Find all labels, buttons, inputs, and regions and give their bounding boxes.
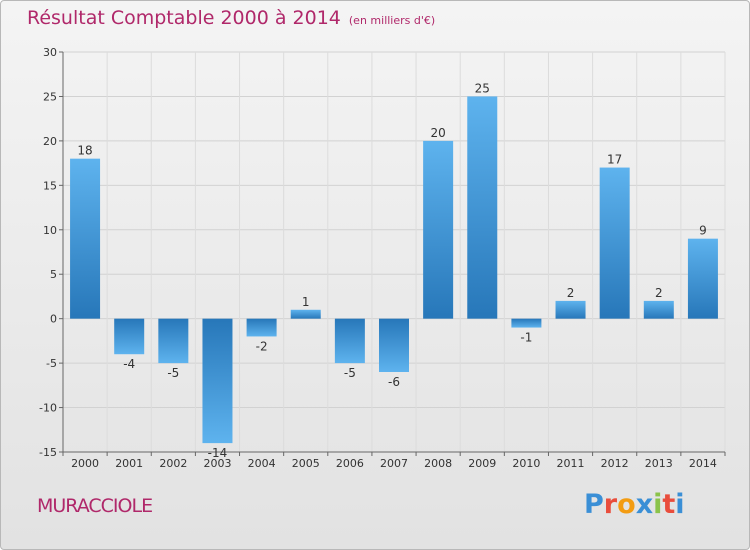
- x-tick-label: 2000: [71, 457, 99, 470]
- value-label-2000: 18: [77, 144, 92, 158]
- x-tick-label: 2009: [468, 457, 496, 470]
- logo-letter: i: [653, 489, 663, 520]
- bar-2000: [70, 158, 101, 319]
- value-label-2012: 17: [607, 153, 622, 167]
- proxiti-logo: Proxiti: [584, 489, 685, 520]
- y-tick-label: -10: [39, 402, 57, 415]
- bar-2003: [202, 318, 233, 444]
- value-label-2004: -2: [256, 339, 268, 353]
- bar-2010: [511, 318, 542, 328]
- x-tick-label: 2005: [292, 457, 320, 470]
- x-tick-label: 2010: [512, 457, 540, 470]
- value-label-2001: -4: [123, 357, 135, 371]
- value-label-2003: -14: [208, 446, 228, 460]
- chart-subtitle: (en milliers d'€): [348, 14, 436, 27]
- logo-letter: t: [662, 489, 676, 520]
- bar-2014: [687, 238, 718, 319]
- y-tick-label: 25: [43, 90, 57, 103]
- chart-title: Résultat Comptable 2000 à 2014 (en millie…: [27, 7, 435, 29]
- value-label-2009: 25: [475, 81, 490, 95]
- value-label-2013: 2: [655, 286, 663, 300]
- value-label-2007: -6: [388, 375, 400, 389]
- value-label-2014: 9: [699, 224, 707, 238]
- y-tick-label: -5: [46, 357, 57, 370]
- value-label-2010: -1: [520, 331, 532, 345]
- logo-letter: x: [635, 489, 654, 520]
- value-label-2008: 20: [430, 126, 445, 140]
- value-labels: 18 -4 -5 -14 -2 1 -5 -6 20 25 -1 2 17 2 9: [77, 81, 706, 460]
- y-tick-label: 5: [50, 268, 57, 281]
- logo-letter: i: [675, 489, 685, 520]
- x-tick-label: 2006: [336, 457, 364, 470]
- y-tick-label: -15: [39, 446, 57, 459]
- logo-letter: r: [603, 489, 618, 520]
- chart-title-text: Résultat Comptable 2000 à 2014: [27, 7, 341, 29]
- x-tick-label: 2013: [645, 457, 673, 470]
- value-label-2005: 1: [302, 295, 310, 309]
- bar-2002: [158, 318, 189, 364]
- bar-2009: [467, 96, 498, 319]
- y-tick-label: 0: [50, 313, 57, 326]
- x-tick-label: 2008: [424, 457, 452, 470]
- bar-2008: [423, 140, 454, 319]
- x-tick-label: 2012: [601, 457, 629, 470]
- bar-2005: [290, 309, 321, 319]
- logo-letter: o: [617, 489, 636, 520]
- y-tick-label: 20: [43, 135, 57, 148]
- bar-2007: [379, 318, 409, 372]
- x-tick-label: 2014: [689, 457, 717, 470]
- x-tick-label: 2011: [557, 457, 585, 470]
- y-tick-label: 10: [43, 224, 57, 237]
- x-tick-label: 2001: [115, 457, 143, 470]
- bar-2011: [555, 300, 586, 319]
- bar-2006: [334, 318, 365, 364]
- value-label-2006: -5: [344, 366, 356, 380]
- x-tick-label: 2004: [248, 457, 276, 470]
- bars: [70, 96, 718, 444]
- bar-2004: [246, 318, 277, 337]
- bar-2012: [599, 167, 630, 319]
- value-label-2002: -5: [167, 366, 179, 380]
- x-tick-label: 2002: [159, 457, 187, 470]
- y-tick-label: 15: [43, 179, 57, 192]
- commune-name: MURACCIOLE: [37, 495, 153, 517]
- x-tick-label: 2007: [380, 457, 408, 470]
- logo-letter: P: [584, 489, 604, 520]
- axes: -15 -10 -5 0 5 10 15 20 25 30 2000 2001 2002 2003 2004…: [39, 46, 726, 470]
- value-label-2011: 2: [567, 286, 575, 300]
- x-tick-label: 2003: [203, 457, 231, 470]
- y-tick-label: 30: [43, 46, 57, 59]
- bar-2001: [114, 318, 145, 355]
- bar-2013: [643, 300, 674, 319]
